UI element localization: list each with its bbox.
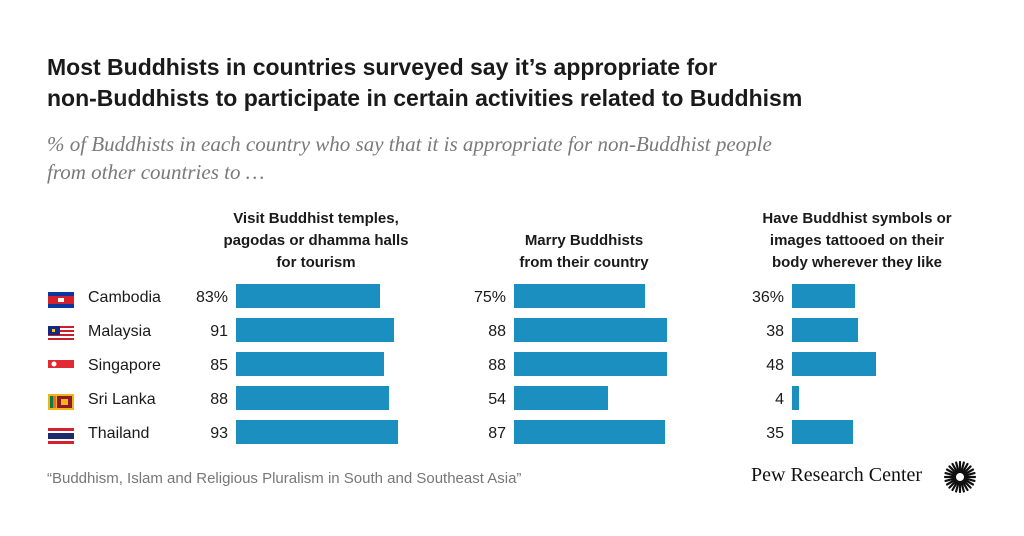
flag-sri-lanka-icon	[48, 394, 74, 410]
flag-singapore-icon	[48, 360, 74, 376]
bar	[792, 318, 859, 342]
logo-ray	[951, 462, 959, 474]
panel-header-line: images tattooed on their	[769, 232, 945, 249]
value-label: 83%	[195, 289, 228, 306]
logo-ray	[963, 478, 975, 486]
panel-header-line: body wherever they like	[771, 254, 943, 271]
value-label: 35	[766, 425, 784, 442]
logo-ray	[961, 462, 969, 474]
logo-ray	[944, 472, 957, 477]
value-label: 38	[766, 323, 784, 340]
logo-ray	[963, 472, 976, 477]
logo-ray	[951, 480, 959, 492]
logo-ray	[955, 461, 960, 474]
value-label: 88	[488, 323, 506, 340]
bar	[236, 352, 384, 376]
value-label: 54	[488, 391, 506, 408]
subtitle-line-2: from other countries to …	[47, 160, 265, 184]
value-label: 87	[488, 425, 506, 442]
panel-header-line: Visit Buddhist temples,	[233, 210, 399, 227]
panel-header-line: from their country	[519, 254, 649, 271]
country-label: Cambodia	[88, 289, 161, 306]
value-label: 93	[210, 425, 228, 442]
chart-row: Malaysia 91 88 38	[0, 318, 1024, 346]
logo-ray	[945, 468, 957, 476]
panel-header-2: Marry Buddhists from their country	[464, 230, 704, 274]
logo-ray	[963, 477, 976, 482]
panel-header-line: Have Buddhist symbols or	[762, 210, 952, 227]
panel-header-line: for tourism	[276, 254, 356, 271]
chart-title: Most Buddhists in countries surveyed say…	[47, 52, 987, 114]
value-label: 85	[210, 357, 228, 374]
bar	[792, 352, 876, 376]
country-label: Sri Lanka	[88, 391, 156, 408]
logo-ray	[960, 461, 965, 474]
chart-row: Cambodia 83% 75% 36%	[0, 284, 1024, 312]
chart-row: Thailand 93 87 35	[0, 420, 1024, 448]
logo-ray	[945, 478, 957, 486]
title-line-1: Most Buddhists in countries surveyed say…	[47, 54, 718, 80]
bar	[792, 284, 855, 308]
value-label: 48	[766, 357, 784, 374]
flag-thailand-icon	[48, 428, 74, 444]
value-label: 88	[488, 357, 506, 374]
value-label: 4	[775, 391, 784, 408]
value-label: 36%	[751, 289, 784, 306]
logo-ray	[948, 465, 958, 475]
subtitle-line-1: % of Buddhists in each country who say t…	[47, 132, 772, 156]
bar	[236, 420, 398, 444]
logo-ray	[962, 479, 972, 489]
logo-ray	[948, 479, 958, 489]
flag-malaysia-icon	[48, 326, 74, 342]
panel-header-line: Marry Buddhists	[524, 232, 644, 249]
logo-ray	[963, 468, 975, 476]
bar	[792, 420, 853, 444]
country-label: Singapore	[88, 357, 161, 374]
bar	[514, 284, 645, 308]
logo-ray	[962, 465, 972, 475]
chart-subtitle: % of Buddhists in each country who say t…	[47, 130, 947, 186]
bar	[236, 318, 395, 342]
source-note: “Buddhism, Islam and Religious Pluralism…	[47, 470, 522, 487]
value-label: 88	[210, 391, 228, 408]
pew-logo-icon	[943, 460, 977, 494]
bar	[514, 386, 608, 410]
panel-header-1: Visit Buddhist temples, pagodas or dhamma…	[196, 208, 436, 274]
bar	[236, 284, 381, 308]
bar	[514, 318, 668, 342]
panel-header-3: Have Buddhist symbols or images tattooed …	[737, 208, 977, 274]
country-label: Thailand	[88, 425, 150, 442]
brand-name: Pew Research Center	[751, 464, 923, 486]
logo-ray	[955, 480, 960, 493]
chart-row: Sri Lanka 88 54 4	[0, 386, 1024, 414]
country-label: Malaysia	[88, 323, 152, 340]
title-line-2: non-Buddhists to participate in certain …	[47, 85, 803, 111]
bar	[514, 420, 666, 444]
bar	[236, 386, 390, 410]
panel-header-line: pagodas or dhamma halls	[223, 232, 409, 249]
bar	[514, 352, 668, 376]
value-label: 75%	[473, 289, 506, 306]
flag-cambodia-icon	[48, 292, 74, 308]
chart-row: Singapore 85 88 48	[0, 352, 1024, 380]
value-label: 91	[210, 323, 228, 340]
logo-ray	[944, 477, 957, 482]
logo-ray	[960, 480, 965, 493]
logo-ray	[961, 480, 969, 492]
bar	[792, 386, 799, 410]
